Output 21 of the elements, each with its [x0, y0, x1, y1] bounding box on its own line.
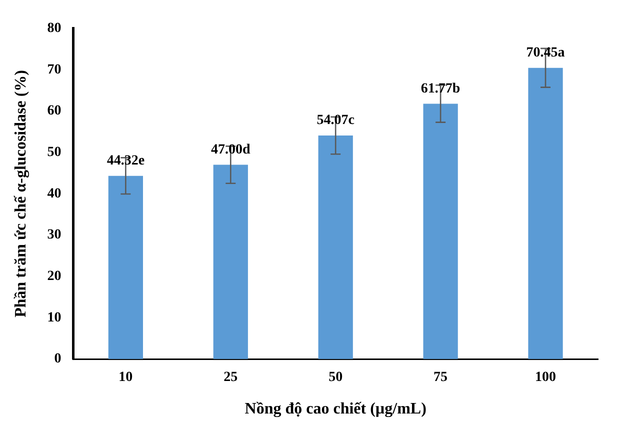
x-tick-label: 10 — [118, 370, 133, 386]
bar — [318, 136, 353, 359]
y-tick-label: 0 — [54, 352, 62, 367]
x-tick-label: 25 — [224, 370, 238, 386]
bar — [423, 104, 458, 359]
y-tick-label: 10 — [47, 310, 62, 326]
bar — [108, 176, 143, 359]
bar — [528, 68, 563, 359]
x-tick-label: 75 — [434, 370, 448, 386]
x-tick-label: 100 — [535, 370, 556, 386]
x-tick-label: 50 — [328, 370, 343, 386]
x-axis-title: Nồng độ cao chiết (µg/mL) — [244, 400, 426, 418]
y-tick-label: 20 — [47, 268, 62, 284]
y-tick-label: 30 — [47, 228, 62, 243]
y-tick-label: 70 — [47, 62, 62, 78]
y-tick-label: 50 — [47, 144, 62, 160]
y-tick-label: 60 — [47, 104, 62, 119]
y-axis-title: Phần trăm ức chế α-glucosidase (%) — [12, 70, 30, 318]
bar — [213, 164, 248, 359]
y-tick-label: 80 — [47, 21, 62, 36]
y-tick-label: 40 — [47, 186, 62, 202]
